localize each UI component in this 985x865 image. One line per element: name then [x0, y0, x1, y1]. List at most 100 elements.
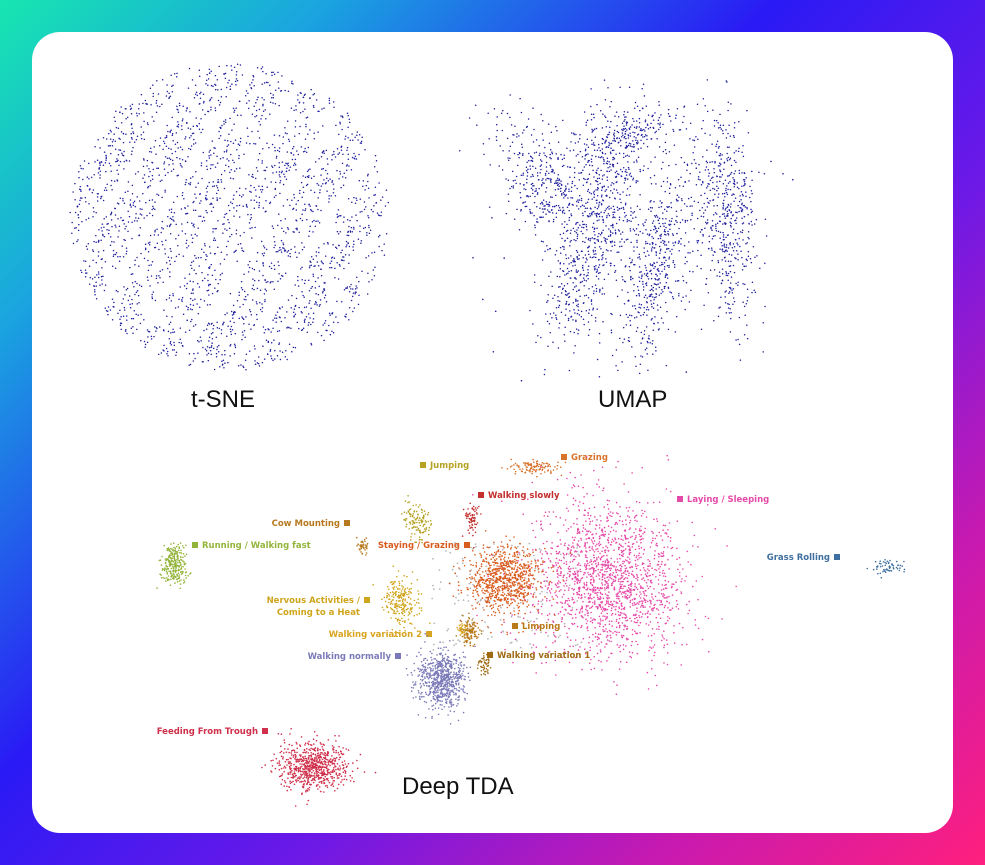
unclustered-point	[472, 617, 474, 620]
cluster-point	[404, 519, 407, 522]
tsne-point	[105, 170, 107, 173]
tsne-point	[265, 290, 268, 292]
tsne-point	[222, 323, 224, 326]
tsne-point	[332, 183, 335, 185]
cluster-point	[465, 515, 468, 518]
cluster-point	[472, 529, 474, 531]
cluster-point	[556, 468, 558, 470]
cluster-point	[476, 513, 478, 515]
unclustered-point	[459, 640, 461, 643]
unclustered-point	[432, 584, 434, 587]
cluster-point	[521, 468, 524, 470]
cluster-point	[467, 515, 469, 518]
cluster-point	[552, 469, 555, 471]
unclustered-point	[467, 600, 470, 602]
tsne-point	[133, 141, 136, 143]
tsne-point	[71, 232, 73, 235]
tsne-point	[302, 150, 305, 153]
cluster-point	[474, 531, 477, 534]
tsne-point	[294, 120, 297, 122]
unclustered-point	[468, 582, 471, 585]
tsne-point	[270, 71, 273, 74]
tsne-point	[245, 187, 247, 190]
unclustered-point	[469, 573, 471, 576]
cluster-point	[516, 464, 518, 466]
unclustered-point	[433, 588, 435, 591]
tsne-point	[187, 156, 189, 158]
tsne-point	[336, 169, 338, 172]
cluster-point	[533, 469, 535, 471]
cluster-point	[536, 464, 539, 466]
unclustered-point	[438, 569, 441, 571]
cluster-point	[545, 462, 547, 465]
tsne-point	[286, 120, 289, 122]
tsne-point	[102, 275, 104, 277]
tsne-point	[317, 131, 319, 133]
unclustered-point	[568, 584, 571, 587]
tsne-point	[191, 79, 194, 81]
unclustered-point	[513, 607, 515, 609]
tsne-point	[348, 121, 351, 124]
cluster-point	[427, 512, 430, 514]
tsne-point	[165, 298, 168, 301]
tsne-point	[299, 189, 301, 192]
unclustered-point	[470, 546, 472, 549]
cluster-point	[541, 466, 544, 468]
tsne-point	[112, 139, 115, 141]
tsne-point	[238, 187, 241, 190]
cluster-point	[425, 527, 428, 529]
tsne-point	[318, 222, 321, 224]
cluster-point	[476, 522, 479, 524]
tsne-point	[147, 259, 149, 262]
cluster-point	[421, 520, 423, 522]
tsne-point	[124, 294, 126, 296]
tsne-point	[93, 173, 95, 176]
tsne-point	[198, 69, 201, 72]
unclustered-point	[461, 557, 464, 560]
tsne-point	[308, 175, 310, 177]
cluster-point	[475, 509, 478, 511]
tsne-point	[207, 273, 209, 276]
unclustered-point	[534, 567, 537, 570]
unclustered-point	[499, 619, 502, 621]
unclustered-point	[518, 553, 521, 556]
unclustered-point	[546, 591, 549, 594]
cluster-point	[666, 643, 669, 646]
tsne-point	[293, 197, 296, 199]
tsne-point	[125, 247, 128, 249]
tsne-point	[355, 158, 358, 160]
tsne-point	[262, 263, 264, 265]
cluster-point	[468, 518, 471, 520]
tsne-point	[161, 196, 163, 199]
tsne-point	[153, 120, 155, 122]
cluster-point	[416, 526, 418, 528]
tsne-point	[162, 281, 164, 284]
unclustered-point	[484, 621, 486, 623]
cluster-point	[412, 513, 415, 515]
tsne-point	[217, 178, 219, 181]
tsne-point	[229, 177, 232, 179]
tsne-point	[282, 205, 285, 207]
cluster-point	[472, 534, 474, 537]
tsne-point	[210, 344, 213, 347]
tsne-point	[369, 229, 372, 231]
unclustered-point	[455, 596, 457, 599]
cluster-point	[428, 529, 430, 532]
tsne-point	[343, 216, 345, 218]
tsne-point	[306, 183, 309, 186]
tsne-point	[189, 128, 192, 130]
tsne-point	[341, 128, 343, 131]
cluster-point	[478, 505, 480, 508]
tsne-point	[206, 304, 209, 306]
tsne-point	[142, 177, 144, 179]
tsne-point	[176, 156, 178, 159]
unclustered-point	[576, 547, 578, 549]
tsne-point	[202, 93, 205, 96]
cluster-label: Walking slowly	[488, 491, 560, 501]
tsne-point	[104, 307, 107, 309]
cluster-point	[422, 525, 425, 527]
unclustered-point	[432, 649, 435, 651]
cluster-point	[468, 532, 471, 534]
unclustered-point	[475, 545, 477, 548]
tsne-point	[188, 273, 191, 275]
